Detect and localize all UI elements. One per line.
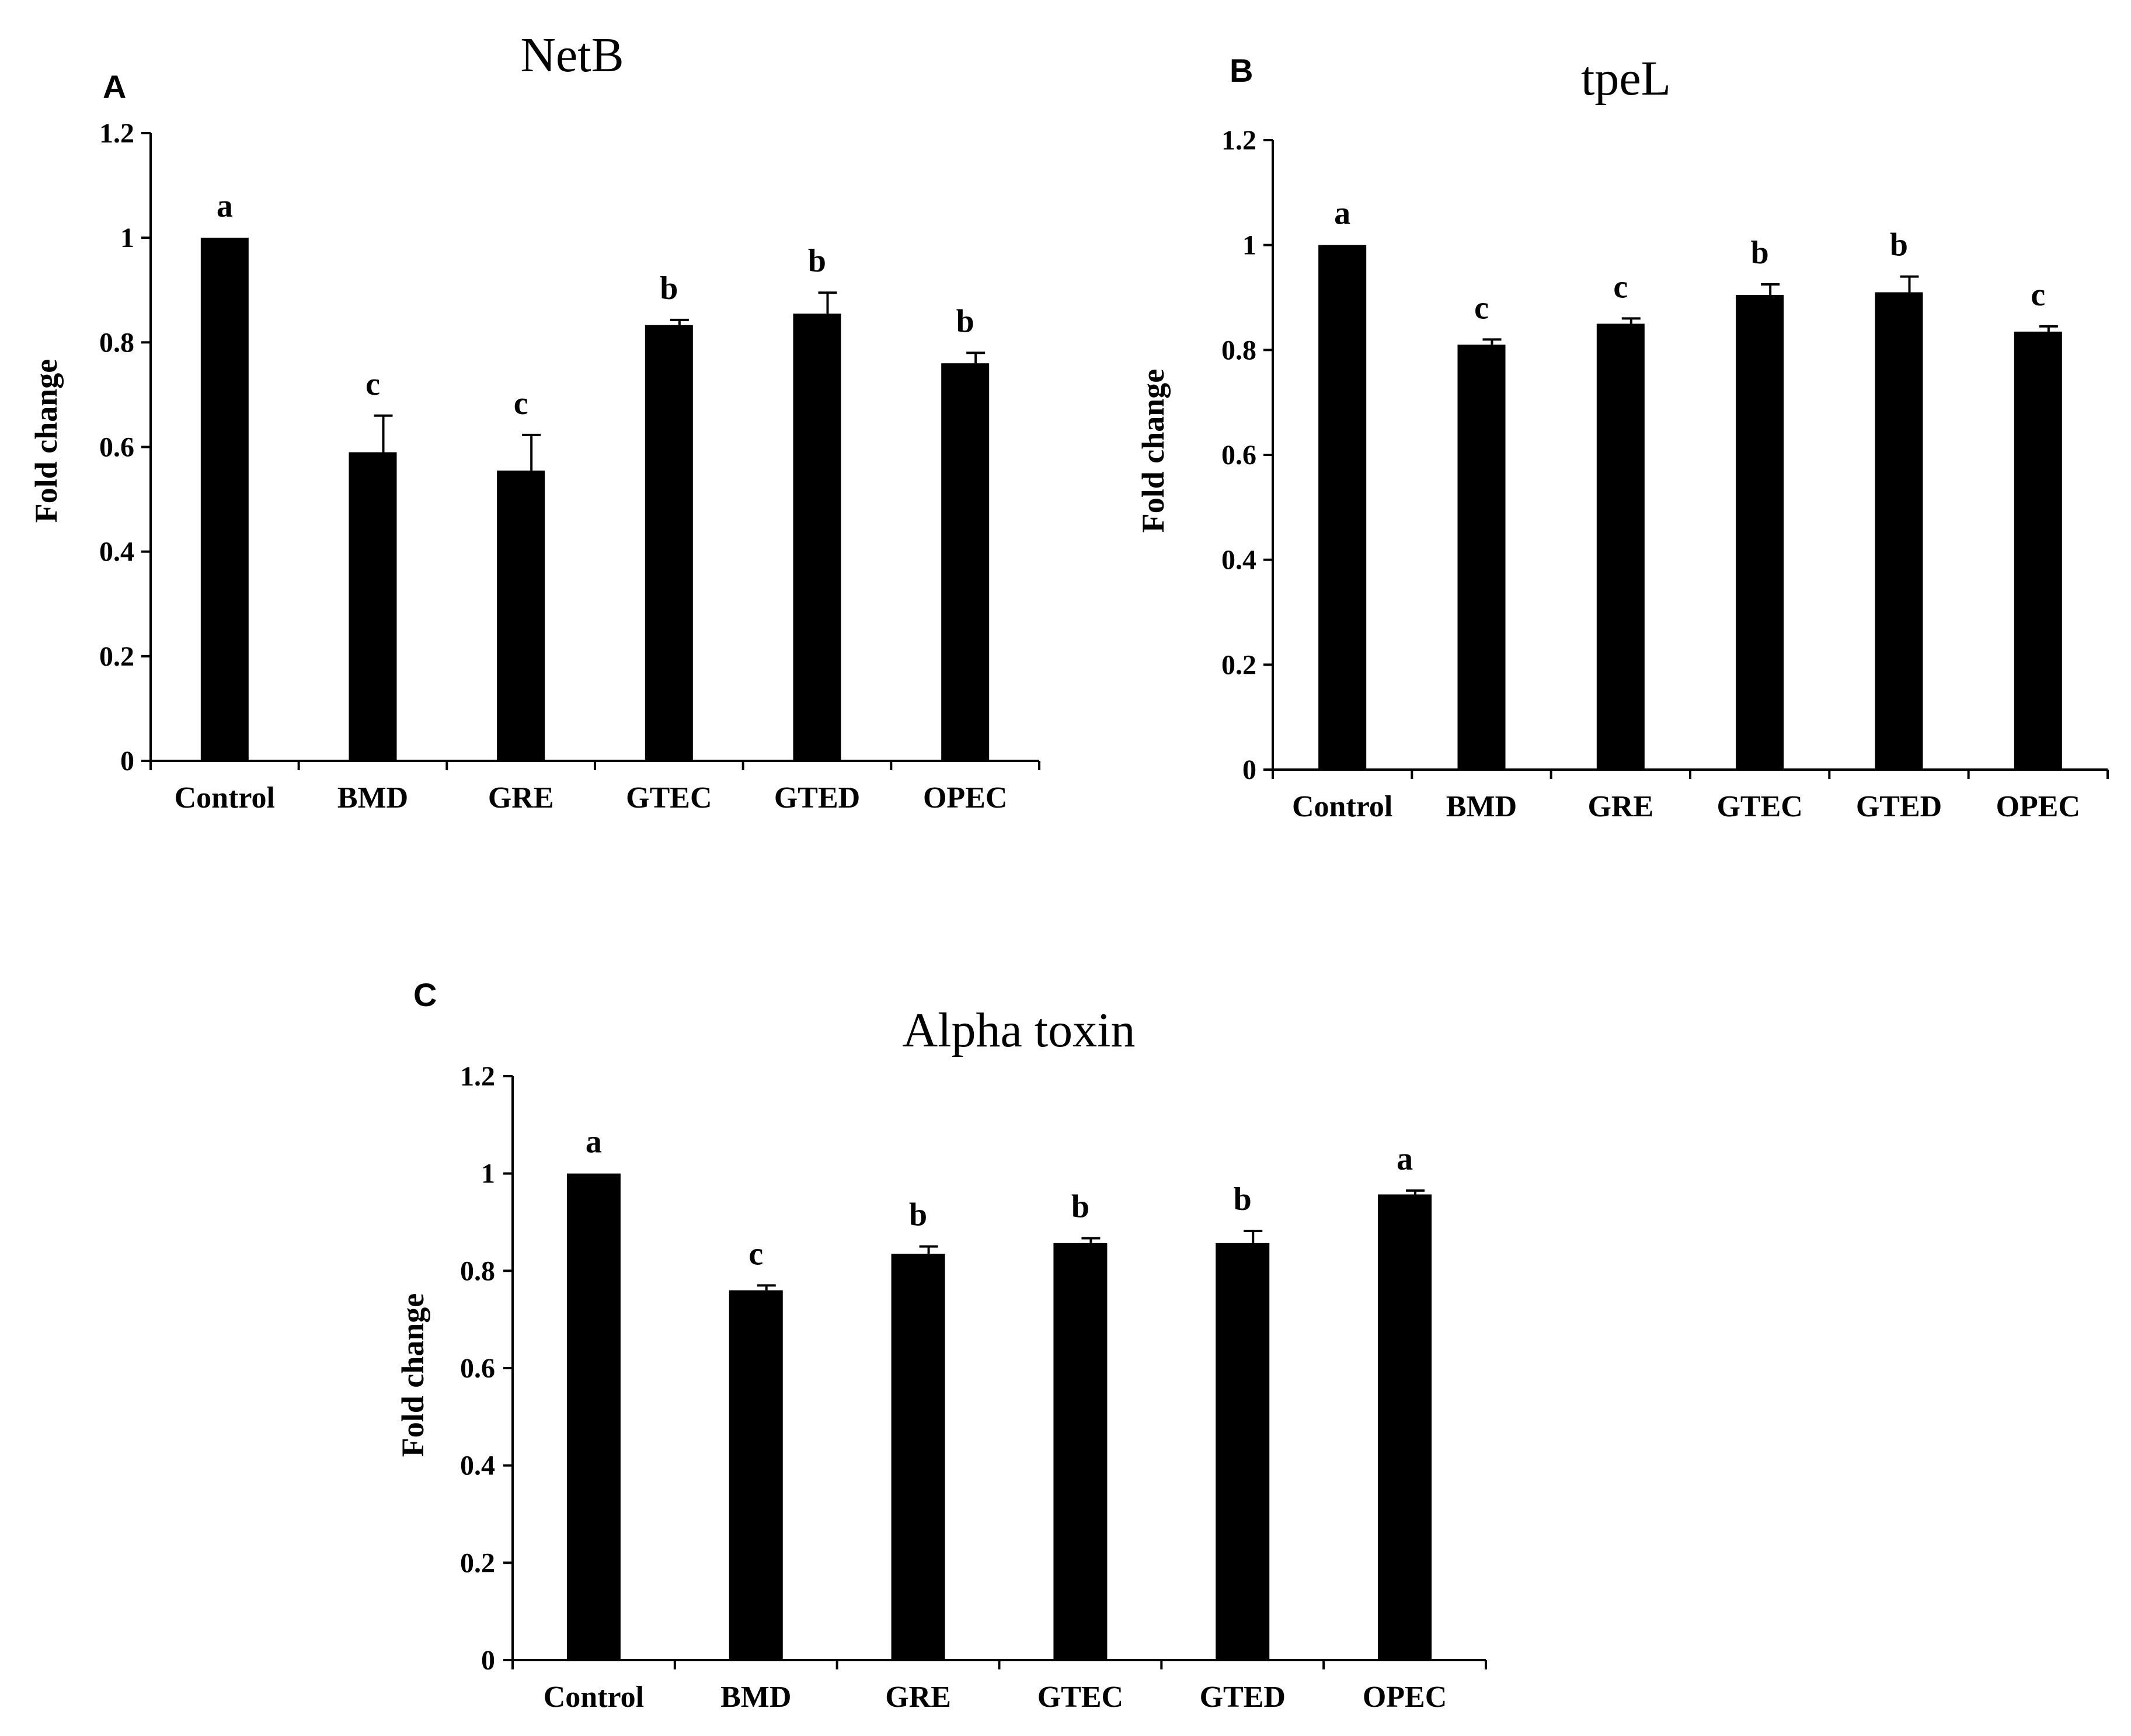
x-category-label: GTEC	[626, 781, 712, 815]
chart-title: tpeL	[1581, 51, 1671, 106]
panel-letter: A	[103, 68, 126, 105]
significance-label: b	[909, 1197, 927, 1233]
bar	[1596, 323, 1645, 770]
x-category-label: GTED	[1856, 790, 1942, 823]
significance-label: b	[660, 270, 678, 307]
y-tick-label: 1.2	[99, 118, 134, 149]
significance-label: c	[1474, 290, 1489, 326]
panel-c: C Alpha toxin Fold change 0 0.2 0.4 0.6 0.8 1…	[395, 976, 1487, 1714]
x-category-label: Control	[1292, 790, 1392, 823]
y-tick-label: 0	[481, 1645, 495, 1676]
bar	[1736, 295, 1784, 770]
y-axis-title: Fold change	[29, 359, 64, 523]
x-category-label: Control	[175, 781, 275, 815]
y-axis-title: Fold change	[395, 1293, 430, 1457]
bar	[349, 452, 397, 761]
significance-label: c	[748, 1236, 763, 1272]
bar	[1318, 245, 1367, 770]
significance-label: a	[217, 188, 233, 224]
bar	[497, 470, 545, 761]
y-tick-label: 1	[481, 1159, 495, 1189]
x-category-label: OPEC	[1996, 790, 2080, 823]
y-tick-label: 1.2	[1221, 125, 1256, 156]
plot-area: 0 0.2 0.4 0.6 0.8 1 1.2 a Control c BMD c GRE b GTEC b G…	[1221, 125, 2109, 823]
x-category-label: GRE	[1587, 790, 1653, 823]
x-category-label: BMD	[1446, 790, 1517, 823]
panel-a: A NetB Fold change 0 0.2 0.4 0.6 0.8 1 1.2 a Con…	[29, 28, 1040, 815]
y-axis-title-group: Fold change	[395, 1293, 430, 1457]
y-tick-label: 0.8	[460, 1255, 495, 1286]
significance-label: a	[1334, 196, 1350, 232]
x-category-label: GTEC	[1037, 1681, 1123, 1714]
y-tick-label: 0.6	[99, 432, 134, 463]
y-axis-title-group: Fold change	[1136, 369, 1171, 533]
x-category-label: GRE	[488, 781, 554, 815]
bar	[645, 325, 693, 761]
bar	[891, 1254, 945, 1660]
y-tick-label: 0.2	[99, 641, 134, 672]
chart-title: NetB	[520, 28, 624, 82]
x-category-label: OPEC	[1363, 1681, 1447, 1714]
significance-label: b	[1071, 1189, 1089, 1225]
plot-area: 0 0.2 0.4 0.6 0.8 1 1.2 a Control c BMD c GRE b GTEC b G…	[99, 118, 1040, 815]
bar	[1875, 292, 1923, 770]
bar	[1053, 1243, 1108, 1660]
x-category-label: BMD	[720, 1681, 791, 1714]
y-tick-label: 0.8	[1221, 335, 1256, 366]
bar	[941, 363, 990, 761]
x-category-label: GTED	[1200, 1681, 1286, 1714]
y-tick-label: 0.2	[460, 1547, 495, 1578]
panel-letter: C	[413, 976, 437, 1013]
chart-title: Alpha toxin	[903, 1003, 1136, 1057]
x-category-label: Control	[544, 1681, 644, 1714]
bar	[2014, 331, 2062, 770]
x-category-label: GTEC	[1716, 790, 1802, 823]
bar	[729, 1290, 783, 1660]
y-tick-label: 1	[1242, 230, 1256, 261]
y-tick-label: 0.4	[1221, 545, 1256, 576]
y-tick-label: 0.4	[99, 537, 134, 568]
significance-label: a	[586, 1124, 602, 1160]
significance-label: c	[514, 385, 528, 422]
bar	[1216, 1243, 1270, 1660]
significance-label: b	[1890, 227, 1908, 263]
panel-letter: B	[1230, 52, 1253, 89]
significance-label: b	[1751, 235, 1769, 271]
significance-label: a	[1397, 1141, 1413, 1177]
significance-label: b	[1234, 1181, 1252, 1217]
y-tick-label: 0.2	[1221, 649, 1256, 680]
bar	[793, 314, 841, 761]
y-tick-label: 0.6	[1221, 440, 1256, 471]
y-axis-title: Fold change	[1136, 369, 1171, 533]
x-category-label: OPEC	[923, 781, 1007, 815]
x-category-label: GTED	[774, 781, 860, 815]
significance-label: c	[365, 366, 380, 402]
y-tick-label: 0.4	[460, 1450, 495, 1481]
y-tick-label: 0.6	[460, 1353, 495, 1384]
significance-label: b	[956, 303, 974, 339]
x-category-label: GRE	[885, 1681, 951, 1714]
y-axis-title-group: Fold change	[29, 359, 64, 523]
panel-b: B tpeL Fold change 0 0.2 0.4 0.6 0.8 1 1.2 a Con…	[1136, 51, 2109, 823]
significance-label: b	[808, 243, 826, 279]
x-category-label: BMD	[337, 781, 408, 815]
bar	[1457, 345, 1506, 770]
plot-area: 0 0.2 0.4 0.6 0.8 1 1.2 a Control c BMD b GRE b GTEC b G…	[460, 1061, 1487, 1714]
y-tick-label: 0	[1242, 754, 1256, 785]
y-tick-label: 0	[120, 746, 134, 777]
y-tick-label: 0.8	[99, 327, 134, 358]
significance-label: c	[2031, 277, 2045, 313]
bar	[200, 238, 249, 761]
bar	[566, 1173, 621, 1660]
bar	[1378, 1194, 1432, 1660]
significance-label: c	[1613, 269, 1628, 305]
y-tick-label: 1	[120, 222, 134, 253]
y-tick-label: 1.2	[460, 1061, 495, 1092]
